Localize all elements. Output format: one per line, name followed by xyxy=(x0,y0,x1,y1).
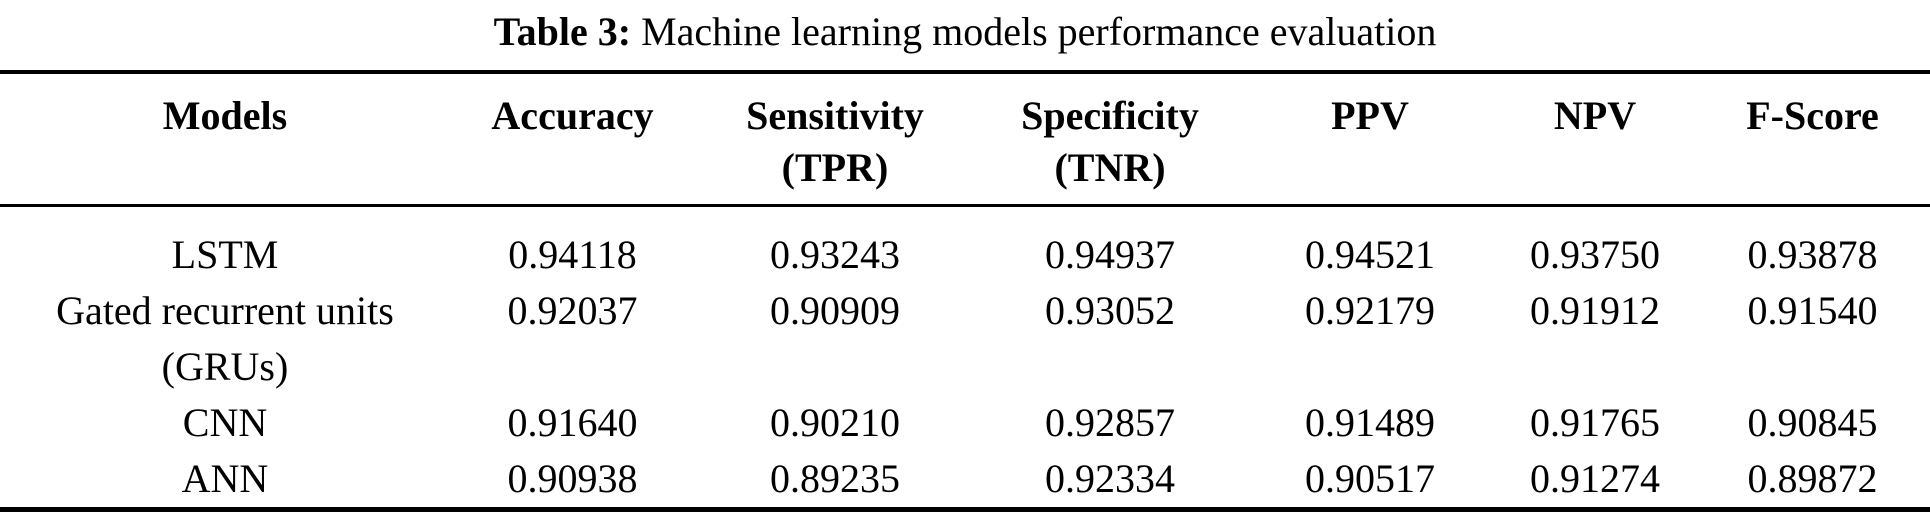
metric-value-cell-ppv: 0.91489 xyxy=(1305,400,1435,445)
column-header-specificity-label: Specificity xyxy=(1021,93,1199,138)
model-name: CNN xyxy=(182,400,268,445)
metric-value-cell-specificity: 0.92334 xyxy=(1045,456,1175,501)
column-header-sensitivity-label: Sensitivity xyxy=(746,93,924,138)
column-header-fscore: F-Score xyxy=(1695,72,1930,207)
metric-value-cell-ppv: 0.92179 xyxy=(1305,288,1435,333)
metric-value-cell-fscore: 0.89872 xyxy=(1747,456,1878,501)
column-header-npv-label: NPV xyxy=(1553,93,1637,138)
table-row-lstm: LSTM 0.94118 0.93243 0.94937 0.94521 0.9… xyxy=(0,206,1930,284)
model-name: Gated recurrent units xyxy=(56,288,394,333)
column-header-ppv: PPV xyxy=(1245,72,1495,207)
column-header-models-label: Models xyxy=(162,93,288,138)
metric-value-cell-sensitivity: 0.89235 xyxy=(770,456,900,501)
metric-value-cell-specificity: 0.94937 xyxy=(1045,232,1175,277)
metric-value-cell-sensitivity: 0.90210 xyxy=(770,400,900,445)
metric-value-cell-sensitivity: 0.93243 xyxy=(770,232,900,277)
model-name-cell: LSTM xyxy=(0,206,450,284)
header-row: Models Accuracy Sensitivity (TPR) Specif… xyxy=(0,72,1930,207)
metric-value-cell-ppv: 0.94521 xyxy=(1305,232,1435,277)
column-header-sensitivity-subline: (TPR) xyxy=(781,145,889,190)
column-header-specificity: Specificity (TNR) xyxy=(975,72,1245,207)
model-name-cell: ANN xyxy=(0,451,450,510)
metric-value-cell-accuracy: 0.94118 xyxy=(508,232,637,277)
model-name-cell: CNN xyxy=(0,395,450,451)
table-row-ann: ANN 0.90938 0.89235 0.92334 0.90517 0.91… xyxy=(0,451,1930,510)
metric-value-cell-fscore: 0.93878 xyxy=(1747,232,1878,277)
metric-value-cell-accuracy: 0.91640 xyxy=(507,400,638,445)
table-caption-text: Machine learning models performance eval… xyxy=(641,9,1437,54)
table-row-gru: Gated recurrent units (GRUs) 0.92037 0.9… xyxy=(0,283,1930,395)
metric-value-cell-fscore: 0.91540 xyxy=(1747,288,1878,333)
metric-value-cell-npv: 0.91912 xyxy=(1530,288,1660,333)
metric-value-cell-npv: 0.93750 xyxy=(1530,232,1660,277)
column-header-ppv-label: PPV xyxy=(1331,93,1409,138)
table-caption: Table 3: Machine learning models perform… xyxy=(0,0,1930,58)
model-name: LSTM xyxy=(171,232,279,277)
column-header-accuracy: Accuracy xyxy=(450,72,695,207)
column-header-fscore-label: F-Score xyxy=(1746,93,1879,138)
metric-value-cell-specificity: 0.93052 xyxy=(1045,288,1175,333)
column-header-sensitivity: Sensitivity (TPR) xyxy=(695,72,975,207)
metric-value-cell-fscore: 0.90845 xyxy=(1747,400,1878,445)
model-name-line2: (GRUs) xyxy=(161,344,289,389)
metric-value-cell-accuracy: 0.92037 xyxy=(507,288,638,333)
model-name: ANN xyxy=(181,456,269,501)
column-header-accuracy-label: Accuracy xyxy=(491,93,654,138)
column-header-models: Models xyxy=(0,72,450,207)
column-header-npv: NPV xyxy=(1495,72,1695,207)
performance-table: Models Accuracy Sensitivity (TPR) Specif… xyxy=(0,70,1930,512)
metric-value-cell-npv: 0.91765 xyxy=(1530,400,1660,445)
metric-value-cell-npv: 0.91274 xyxy=(1530,456,1660,501)
column-header-specificity-subline: (TNR) xyxy=(1054,145,1166,190)
model-name-cell: Gated recurrent units (GRUs) xyxy=(0,283,450,395)
metric-value-cell-ppv: 0.90517 xyxy=(1305,456,1435,501)
table-caption-label: Table 3: xyxy=(493,9,632,54)
table-row-cnn: CNN 0.91640 0.90210 0.92857 0.91489 0.91… xyxy=(0,395,1930,451)
metric-value-cell-accuracy: 0.90938 xyxy=(507,456,638,501)
metric-value-cell-sensitivity: 0.90909 xyxy=(770,288,900,333)
metric-value-cell-specificity: 0.92857 xyxy=(1045,400,1175,445)
